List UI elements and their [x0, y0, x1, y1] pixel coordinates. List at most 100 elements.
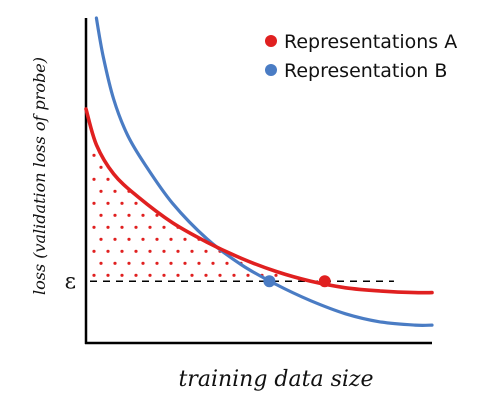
shade-dot — [148, 273, 152, 277]
shade-dot — [253, 22, 256, 25]
shade-dot — [99, 189, 103, 193]
shade-dot — [134, 58, 137, 61]
shade-dot — [211, 237, 215, 241]
shade-dot — [162, 177, 166, 181]
shade-dot — [211, 213, 215, 217]
shade-dot — [204, 58, 207, 61]
shade-dot — [120, 273, 124, 277]
shade-dot — [183, 165, 187, 169]
shade-dot — [155, 165, 159, 169]
shade-dot — [260, 249, 264, 253]
shade-dot — [197, 141, 201, 145]
shade-dot — [288, 201, 292, 205]
shade-dot — [274, 129, 278, 133]
shade-dot — [106, 34, 109, 37]
shade-dot — [274, 273, 278, 277]
shade-dot — [246, 177, 250, 181]
shade-dot — [309, 237, 313, 241]
shade-dot — [274, 225, 278, 229]
shade-dot — [155, 117, 159, 121]
shade-dot — [211, 261, 215, 265]
shade-dot — [169, 189, 173, 193]
shade-dot — [120, 225, 124, 229]
shade-dot — [246, 129, 250, 133]
shade-dot — [176, 82, 179, 85]
shade-dot — [120, 201, 124, 205]
shade-dot — [183, 261, 187, 265]
shade-dot — [232, 34, 235, 37]
shade-dot — [267, 22, 270, 25]
shade-dot — [197, 22, 200, 25]
shade-dot — [148, 225, 152, 229]
shade-dot — [302, 201, 306, 205]
shade-dot — [127, 70, 130, 73]
shade-dot — [253, 117, 257, 121]
shade-dot — [225, 117, 229, 121]
shade-dot — [260, 58, 263, 61]
shade-dot — [148, 129, 152, 133]
shade-dot — [155, 189, 159, 193]
shade-dot — [204, 153, 208, 157]
shade-dot — [162, 82, 165, 85]
shade-dot — [127, 237, 131, 241]
shade-dot — [225, 22, 228, 25]
shade-dot — [176, 129, 180, 133]
shade-dot — [197, 117, 201, 121]
shade-dot — [316, 82, 319, 85]
shade-dot — [309, 22, 312, 25]
shade-dot — [281, 237, 285, 241]
shade-dot — [316, 106, 319, 109]
shade-dot — [134, 82, 137, 85]
shade-dot — [204, 249, 208, 253]
shade-dot — [127, 22, 130, 25]
shade-dot — [155, 261, 159, 265]
shade-dot — [169, 141, 173, 145]
shade-dot — [176, 249, 180, 253]
shade-dot — [225, 165, 229, 169]
shade-dot — [232, 177, 236, 181]
shade-dot — [155, 70, 158, 73]
shade-dot — [197, 70, 200, 73]
legend: Representations A Representation B — [265, 31, 457, 82]
shade-dot — [232, 58, 235, 61]
shade-dot — [99, 237, 103, 241]
shade-dot — [295, 94, 298, 97]
shade-dot — [106, 201, 110, 205]
shade-dot — [316, 225, 320, 229]
shade-dot — [134, 129, 138, 133]
y-axis-label: loss (validation loss of probe) — [30, 57, 49, 295]
shade-dot — [253, 189, 257, 193]
shade-dot — [267, 141, 271, 145]
shade-dot — [99, 165, 103, 169]
shade-dot — [141, 22, 144, 25]
shade-dot — [176, 58, 179, 61]
shade-dot — [99, 213, 103, 217]
threshold-label: ε — [65, 269, 76, 294]
shade-dot — [316, 249, 320, 253]
shade-dot — [253, 46, 256, 49]
shade-dot — [99, 94, 102, 97]
shade-dot — [246, 153, 250, 157]
shade-dot — [204, 225, 208, 229]
shade-dot — [141, 213, 145, 217]
shade-dot — [295, 22, 298, 25]
shade-dot — [197, 94, 200, 97]
shade-dot — [148, 34, 151, 37]
shade-dot — [92, 177, 96, 181]
shade-dot — [246, 34, 249, 37]
shade-dot — [239, 70, 242, 73]
shade-dot — [232, 129, 236, 133]
shade-dot — [141, 117, 145, 121]
shade-dot — [218, 153, 222, 157]
shade-dot — [99, 261, 103, 265]
shade-dot — [106, 249, 110, 253]
shade-dot — [267, 189, 271, 193]
shade-dot — [92, 82, 95, 85]
shade-dot — [204, 106, 207, 109]
shade-dot — [176, 153, 180, 157]
shade-dot — [218, 201, 222, 205]
shade-dot — [288, 177, 292, 181]
shade-dot — [316, 273, 320, 277]
shade-dot — [92, 58, 95, 61]
